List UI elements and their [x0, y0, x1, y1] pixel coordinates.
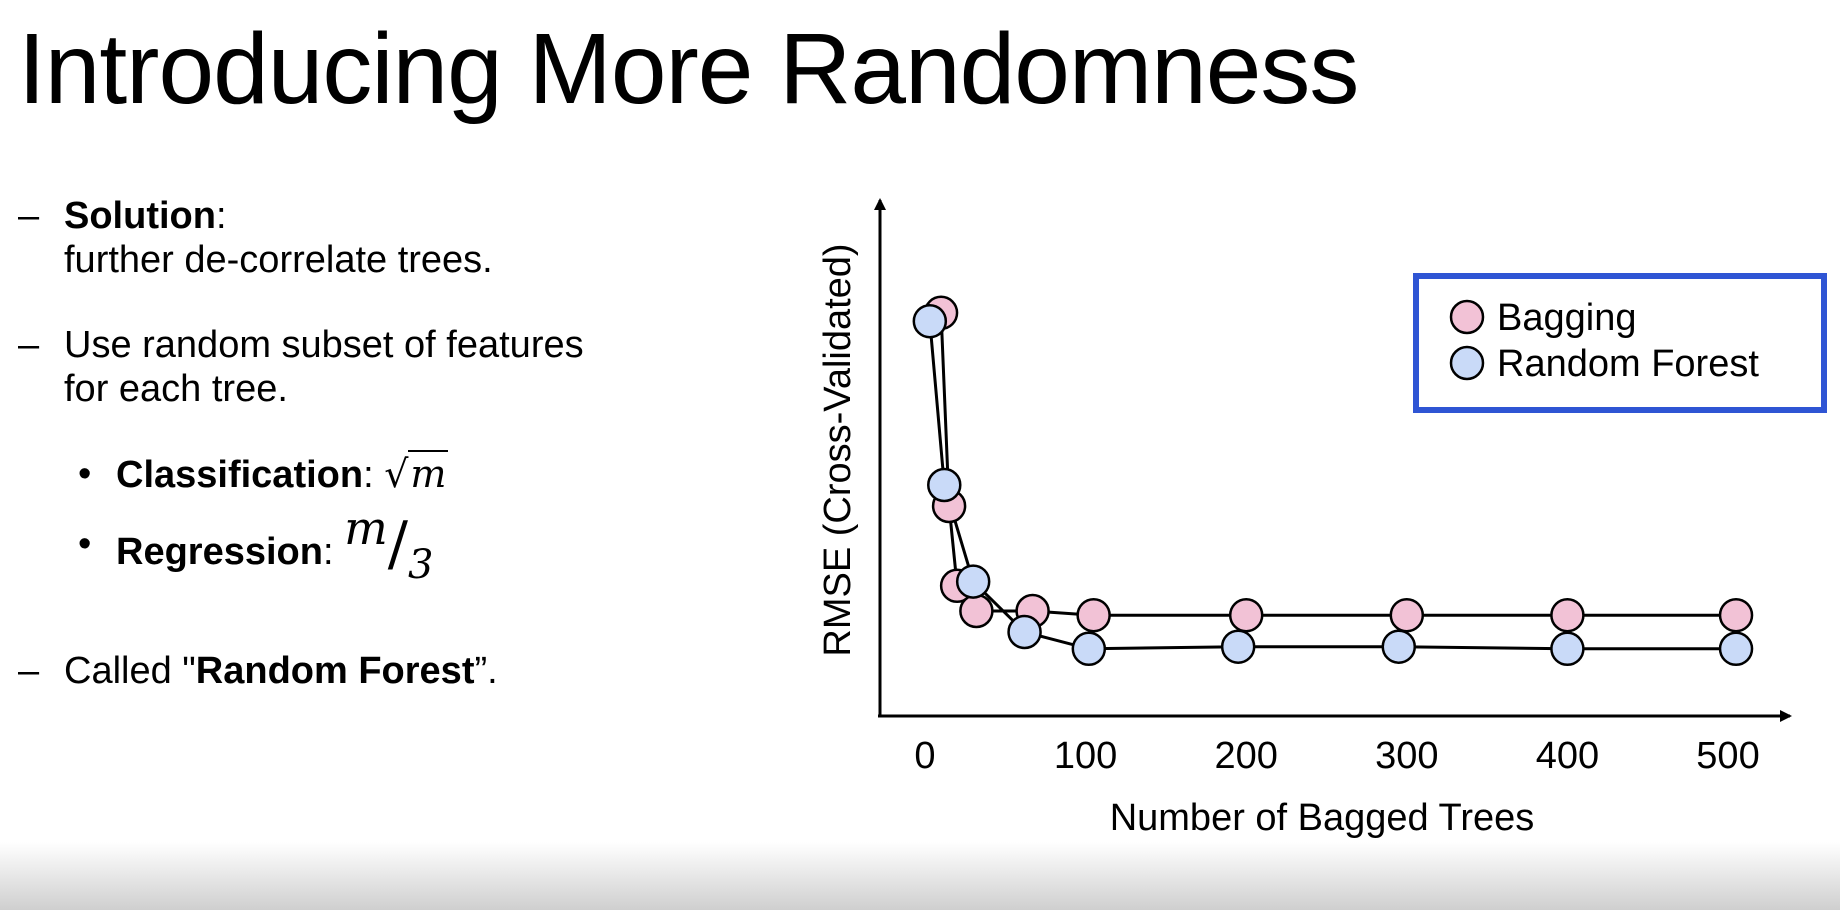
y-axis-label: RMSE (Cross-Validated)	[817, 243, 859, 656]
bagging-line	[939, 312, 1737, 617]
random-forest-point	[1550, 631, 1585, 667]
bagging-point	[1550, 597, 1585, 633]
x-tick-label: 100	[1054, 735, 1117, 777]
m-over-3-formula: m/3	[344, 501, 434, 588]
classification-label: Classification	[116, 454, 364, 496]
legend-random-forest-marker	[1449, 345, 1485, 381]
random-forest-point	[1007, 614, 1042, 650]
random-forest-point	[1071, 631, 1107, 667]
regression-label: Regression	[116, 531, 323, 573]
random-forest-point	[1381, 629, 1417, 664]
bottom-fade-bar	[0, 842, 1840, 910]
x-axis-label: Number of Bagged Trees	[1110, 797, 1535, 839]
bullet-dash: –	[18, 650, 40, 692]
bagging-point	[1076, 597, 1111, 633]
bagging-point	[1228, 597, 1264, 633]
bullet-dash: –	[18, 324, 40, 366]
sub-bullet-dot: •	[78, 453, 92, 495]
legend-box	[1413, 273, 1827, 413]
random-forest-point	[912, 303, 948, 339]
sqrt-m-formula: √m	[384, 450, 449, 496]
random-forest-point	[1718, 631, 1754, 667]
bagging-point	[959, 593, 994, 629]
bullet-solution-label: Solution	[64, 195, 216, 237]
slide-title: Introducing More Randomness	[18, 13, 1359, 125]
random-forest-point	[1220, 629, 1256, 664]
random-forest-point	[927, 467, 962, 503]
x-tick-labels: 0 100 200 300 400 500	[914, 735, 1759, 777]
legend-bagging-label: Bagging	[1497, 297, 1636, 339]
x-tick-label: 200	[1214, 735, 1277, 777]
x-tick-label: 300	[1375, 735, 1438, 777]
random-forest-term: Random Forest	[195, 650, 475, 692]
x-tick-label: 0	[914, 735, 935, 777]
legend-bagging-marker	[1449, 299, 1485, 335]
random-forest-point	[955, 564, 991, 599]
x-tick-label: 400	[1536, 735, 1599, 777]
bullet-dash: –	[18, 195, 40, 237]
bagging-point	[1389, 597, 1425, 633]
legend-random-forest-label: Random Forest	[1497, 343, 1759, 385]
x-tick-label: 500	[1696, 735, 1759, 777]
series-layer	[912, 295, 1754, 667]
bagging-point	[1718, 597, 1754, 633]
sub-bullet-dot: •	[78, 523, 92, 565]
chart-axes	[874, 198, 1792, 722]
